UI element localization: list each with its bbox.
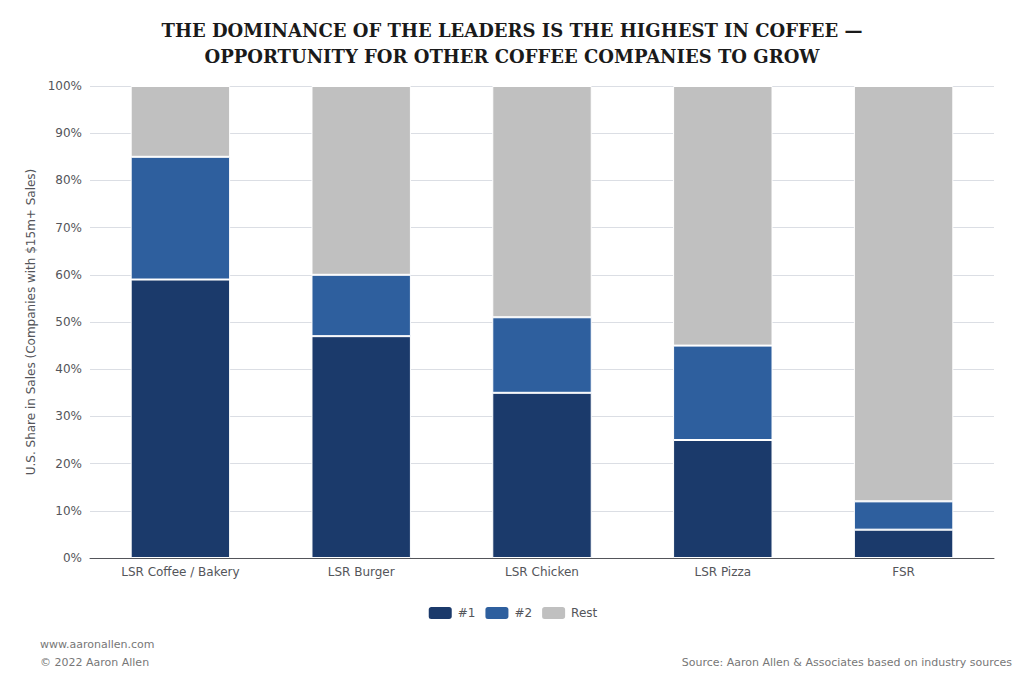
- svg-text:#1: #1: [458, 606, 476, 620]
- svg-text:OPPORTUNITY FOR OTHER COFFEE C: OPPORTUNITY FOR OTHER COFFEE COMPANIES T…: [204, 46, 820, 67]
- svg-text:70%: 70%: [55, 221, 82, 235]
- svg-text:© 2022 Aaron Allen: © 2022 Aaron Allen: [40, 656, 149, 669]
- svg-text:60%: 60%: [55, 268, 82, 282]
- svg-text:LSR Chicken: LSR Chicken: [505, 565, 579, 579]
- svg-text:50%: 50%: [55, 315, 82, 329]
- svg-text:LSR Burger: LSR Burger: [328, 565, 395, 579]
- svg-text:Source: Aaron Allen & Associat: Source: Aaron Allen & Associates based o…: [682, 656, 1013, 669]
- svg-text:THE DOMINANCE OF THE LEADERS I: THE DOMINANCE OF THE LEADERS IS THE HIGH…: [162, 20, 863, 41]
- svg-text:30%: 30%: [55, 409, 82, 423]
- svg-text:20%: 20%: [55, 457, 82, 471]
- svg-text:LSR Coffee / Bakery: LSR Coffee / Bakery: [121, 565, 239, 579]
- svg-text:10%: 10%: [55, 504, 82, 518]
- svg-text:U.S. Share in Sales (Companies: U.S. Share in Sales (Companies with $15m…: [24, 169, 38, 476]
- svg-text:100%: 100%: [48, 79, 82, 93]
- svg-text:90%: 90%: [55, 126, 82, 140]
- svg-text:Rest: Rest: [571, 606, 597, 620]
- svg-text:#2: #2: [514, 606, 532, 620]
- svg-text:FSR: FSR: [892, 565, 915, 579]
- svg-text:LSR Pizza: LSR Pizza: [694, 565, 751, 579]
- svg-text:80%: 80%: [55, 173, 82, 187]
- svg-text:0%: 0%: [63, 551, 82, 565]
- svg-text:www.aaronallen.com: www.aaronallen.com: [40, 638, 155, 651]
- svg-text:40%: 40%: [55, 362, 82, 376]
